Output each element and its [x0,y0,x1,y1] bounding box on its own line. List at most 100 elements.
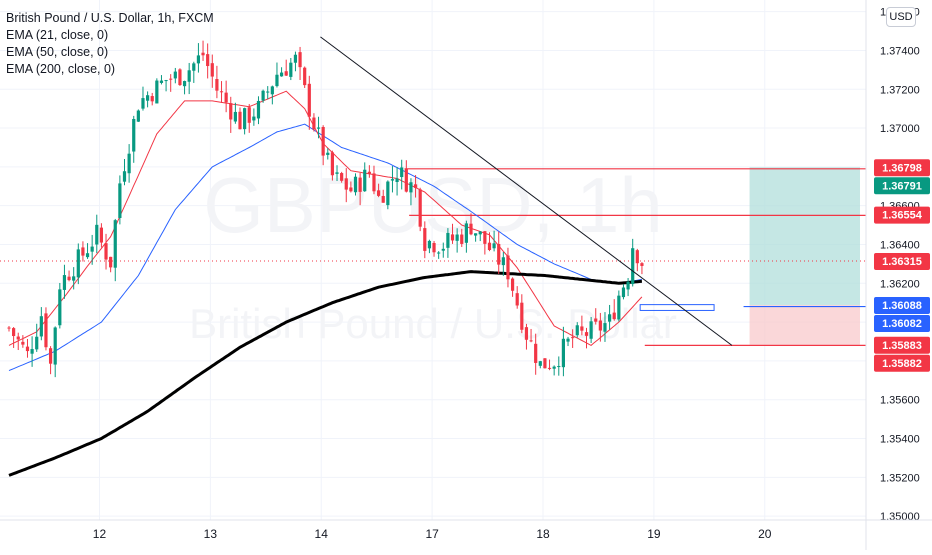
price-label: 1.36082 [882,318,922,330]
price-label: 1.36791 [882,180,922,192]
y-tick-label: 1.35000 [880,511,920,523]
candle-body [192,63,196,71]
candle-body [215,79,219,91]
candle-body [48,348,53,364]
y-tick-label: 1.36400 [880,239,920,251]
x-tick-label: 19 [647,527,661,541]
candle-body [363,169,367,192]
y-tick-label: 1.37400 [880,45,920,57]
candle-body [127,153,131,174]
candle-body [164,80,168,82]
candle-body [524,327,529,340]
candle-body [603,323,607,332]
candle-body [256,100,261,119]
price-label-badge [874,177,930,195]
candle-body [146,95,150,101]
candle-body [150,96,154,102]
candle-body [247,107,251,123]
candle-body [617,295,621,320]
candle-body [141,98,145,109]
candle-body [58,289,62,326]
candle-body [76,249,80,278]
candle-body [238,111,242,130]
candle-body [386,181,390,206]
candle-body [118,183,122,218]
candle-body [316,127,321,129]
candle-body [520,302,524,330]
price-label: 1.35882 [882,358,922,370]
trendline[interactable] [320,36,733,346]
candle-body [349,187,353,192]
candle-body [423,228,427,251]
y-tick-label: 1.36200 [880,278,920,290]
candle-body [437,252,441,254]
x-tick-label: 20 [758,527,772,541]
x-tick-label: 12 [93,527,107,541]
indicator-ema-50[interactable]: EMA (50, close, 0) [6,45,109,59]
candle-body [598,320,602,331]
candle-body [372,173,376,192]
indicator-ema-200[interactable]: EMA (200, close, 0) [6,62,116,76]
symbol-title[interactable]: British Pound / U.S. Dollar, 1h, FXCM [6,11,214,25]
candle-body [155,80,159,104]
candle-body [122,171,127,182]
position-loss-zone[interactable] [749,305,860,345]
price-label-badge [874,206,930,224]
candle-body [12,328,16,337]
candle-body [501,257,505,266]
price-label: 1.36088 [882,300,922,312]
candle-body [196,55,201,64]
candle-body [159,80,164,83]
currency-button[interactable]: USD [886,7,916,27]
candle-body [621,287,626,298]
candle-body [557,366,561,368]
candle-body [279,72,284,77]
candle-body [589,321,593,339]
candle-body [547,367,552,369]
candle-body [270,86,274,95]
indicator-ema-21[interactable]: EMA (21, close, 0) [6,28,109,42]
price-label-badge [874,252,930,270]
candle-body [640,263,644,266]
x-tick-label: 13 [204,527,218,541]
candle-body [229,103,233,120]
candle-body [39,316,43,337]
candle-body [353,176,358,193]
candle-body [90,246,94,252]
candle-body [187,70,191,82]
candle-body [580,326,584,331]
candle-body [335,172,339,174]
candle-body [173,71,177,79]
candle-body [455,234,459,241]
candle-body [510,278,515,291]
candle-body [21,341,25,345]
candle-body [340,173,344,181]
candle-body [413,184,418,188]
candle-body [515,293,519,306]
candle-body [62,275,67,290]
candle-body [275,74,279,87]
candle-body [377,190,381,196]
candle-body [99,227,103,243]
candle-body [608,314,612,322]
candle-body [571,337,575,339]
candle-body [289,62,293,77]
candle-body [201,52,205,56]
price-label-badge [874,336,930,354]
candle-body [497,243,501,265]
candle-body [534,343,538,363]
candle-body [81,247,85,256]
candle-body [460,234,464,244]
candle-body [441,248,445,251]
candle-body [552,366,556,369]
candle-body [16,336,20,340]
position-profit-zone[interactable] [749,167,860,306]
x-tick-label: 14 [315,527,329,541]
price-label-badge [874,354,930,372]
candle-body [631,248,635,285]
candle-body [367,171,371,174]
candle-body [635,250,639,264]
candle-body [67,276,71,281]
